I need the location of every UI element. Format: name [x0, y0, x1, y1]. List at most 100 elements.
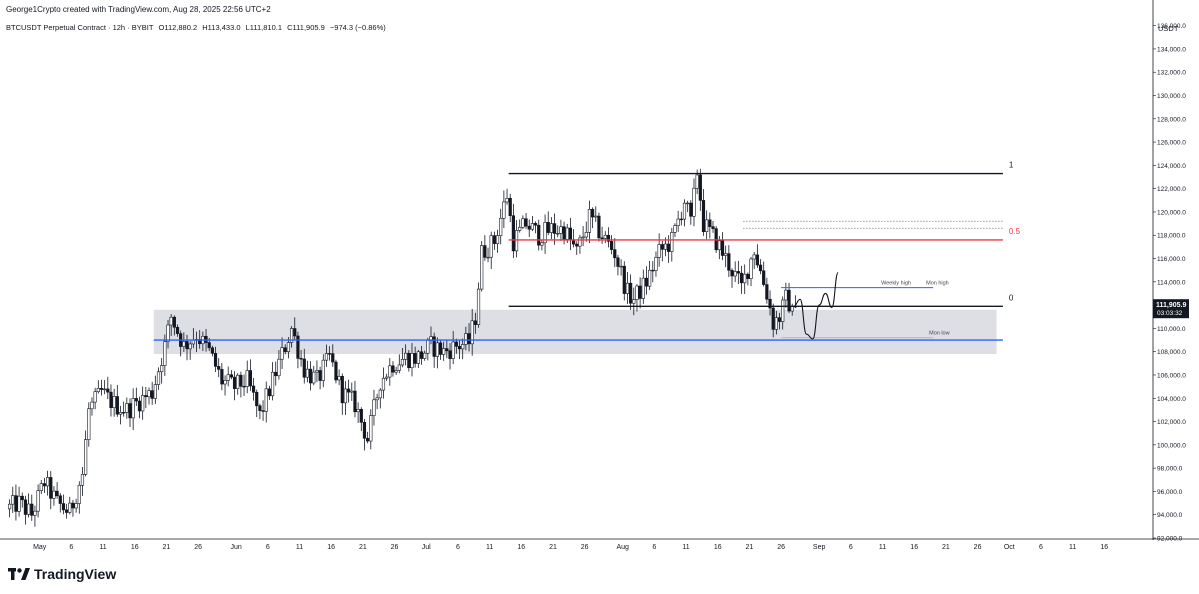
candle	[293, 317, 297, 340]
candle	[65, 503, 69, 519]
candle-body	[150, 390, 154, 399]
y-tick-label: 136,000.0	[1157, 23, 1186, 30]
candle-body	[277, 358, 281, 377]
candle-body	[20, 495, 24, 501]
candle	[217, 358, 221, 378]
candle	[17, 486, 21, 517]
candle-body	[286, 342, 291, 352]
candle-body	[705, 219, 709, 232]
candle-body	[720, 240, 725, 256]
candle	[87, 402, 91, 447]
countdown-timer: 03:03:32	[1157, 310, 1183, 317]
candle-body	[381, 377, 386, 391]
candle	[755, 244, 759, 268]
candle	[733, 261, 737, 283]
candle	[739, 265, 744, 294]
candle	[540, 239, 544, 251]
candle	[682, 199, 687, 227]
candle-body	[223, 380, 227, 385]
candle-body	[207, 342, 211, 349]
candle	[267, 385, 272, 400]
candle-body	[758, 264, 763, 272]
candle	[182, 332, 186, 352]
candle	[283, 344, 287, 355]
candle-body	[730, 269, 734, 277]
candle-body	[448, 350, 452, 359]
candle-body	[283, 347, 287, 352]
candle	[388, 358, 392, 386]
y-tick-label: 122,000.0	[1157, 186, 1186, 193]
candle-body	[71, 502, 75, 509]
candle	[768, 290, 772, 316]
y-tick-label: 124,000.0	[1157, 163, 1186, 170]
candle	[480, 240, 484, 292]
candle	[372, 389, 376, 426]
candle-body	[736, 271, 740, 274]
candle	[122, 401, 126, 417]
candle-body	[483, 245, 487, 258]
candle-body	[347, 388, 351, 393]
candle-body	[312, 371, 316, 384]
y-tick-label: 94,000.0	[1157, 512, 1183, 519]
candle	[407, 350, 411, 372]
candle-body	[660, 244, 664, 250]
candle	[746, 272, 750, 286]
candle	[442, 341, 446, 361]
candle-body	[682, 202, 687, 220]
candle-body	[394, 370, 398, 373]
candle	[771, 303, 775, 338]
candle-body	[667, 243, 671, 252]
candle	[150, 381, 154, 405]
brand-name: TradingView	[34, 566, 117, 582]
candle-body	[594, 215, 598, 218]
candle-body	[413, 353, 417, 364]
candle	[112, 388, 116, 417]
candle-body	[559, 226, 563, 234]
candle	[36, 484, 40, 518]
candle-body	[267, 388, 272, 397]
candle	[141, 386, 145, 420]
candle-body	[185, 341, 189, 350]
candle	[169, 314, 173, 337]
candle-body	[229, 374, 233, 378]
candle-body	[39, 483, 43, 491]
candle-body	[410, 353, 414, 369]
candle-body	[495, 235, 500, 244]
candle-body	[603, 234, 607, 239]
candle	[394, 366, 398, 376]
candle-body	[581, 236, 585, 239]
candle	[489, 231, 493, 270]
candle-body	[600, 237, 604, 239]
candle-body	[492, 235, 496, 244]
candle-body	[784, 289, 788, 301]
candle	[26, 493, 31, 518]
candle-body	[242, 385, 246, 388]
candle-body	[527, 225, 531, 230]
projection-path	[793, 271, 839, 340]
candle-body	[251, 385, 256, 393]
candle	[546, 211, 550, 236]
candle	[743, 264, 747, 294]
candle-body	[65, 509, 69, 513]
candle-body	[727, 253, 731, 271]
candle-body	[549, 223, 554, 233]
candle-body	[58, 495, 62, 504]
candle-body	[556, 233, 560, 235]
tradingview-brand[interactable]: TradingView	[8, 566, 116, 582]
candle-body	[302, 358, 306, 378]
candle	[366, 431, 370, 444]
candle	[236, 373, 240, 395]
instrument-name[interactable]: BTCUSDT Perpetual Contract · 12h · BYBIT	[6, 23, 154, 32]
candle-body	[743, 273, 747, 284]
x-tick-label: 26	[391, 544, 399, 551]
candle	[508, 193, 512, 223]
x-tick-label: 11	[1069, 544, 1076, 551]
candle	[423, 350, 427, 361]
candle-body	[524, 218, 528, 227]
candle-body	[724, 253, 728, 256]
candle	[505, 188, 509, 205]
candle	[648, 260, 652, 291]
candle-body	[96, 387, 100, 392]
